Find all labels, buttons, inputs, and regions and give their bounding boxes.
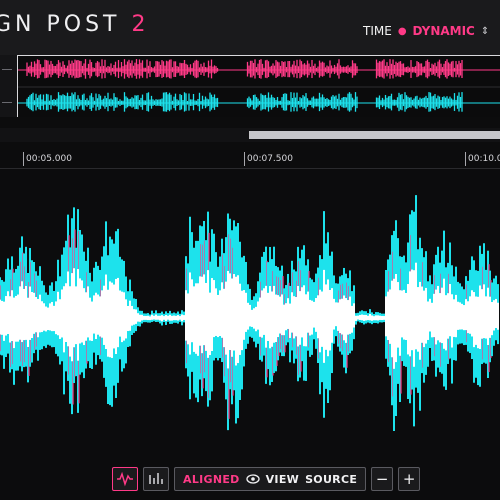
spectral-view-button[interactable] <box>143 467 169 491</box>
ruler-tick <box>23 152 24 166</box>
overview-panel[interactable] <box>17 55 500 117</box>
bars-icon <box>149 473 163 484</box>
main-waveform[interactable] <box>0 168 500 458</box>
track-marker <box>2 69 12 70</box>
app-title-main: GN POST <box>0 12 121 37</box>
waveform-view-button[interactable] <box>112 467 138 491</box>
bottom-toolbar: ALIGNED VIEW SOURCE − + <box>112 466 421 492</box>
ruler-tick <box>244 152 245 166</box>
source-label[interactable]: SOURCE <box>305 472 358 486</box>
view-label[interactable]: VIEW <box>265 472 300 486</box>
time-ruler: 00:05.000 00:07.500 00:10.0 <box>0 150 500 169</box>
mode-selector[interactable]: TIME ● DYNAMIC ⇕ C <box>363 24 500 38</box>
ruler-label: 00:05.000 <box>26 154 72 164</box>
ruler-label: 00:07.500 <box>247 154 293 164</box>
ruler-tick <box>465 152 466 166</box>
zoom-out-button[interactable]: − <box>371 467 394 491</box>
waveform-icon <box>117 471 133 487</box>
app-title-number: 2 <box>131 12 150 37</box>
aligned-label[interactable]: ALIGNED <box>183 472 240 486</box>
track-marker <box>2 102 12 103</box>
mode-dot-icon: ● <box>397 25 407 37</box>
time-mode-label[interactable]: TIME <box>363 24 392 38</box>
minus-icon: − <box>375 470 389 488</box>
app-title: GN POST 2 <box>0 12 149 37</box>
chevron-updown-icon[interactable]: ⇕ <box>480 25 490 37</box>
app-header <box>0 0 500 55</box>
dynamic-mode-label[interactable]: DYNAMIC <box>412 24 475 38</box>
overview-track-gutter <box>0 55 17 117</box>
zoom-in-button[interactable]: + <box>398 467 421 491</box>
eye-icon <box>245 474 260 484</box>
scroll-thumb[interactable] <box>249 131 500 139</box>
view-mode-group[interactable]: ALIGNED VIEW SOURCE <box>174 467 367 491</box>
ruler-label: 00:10.0 <box>468 154 500 164</box>
plus-icon: + <box>402 470 416 488</box>
overview-waveforms <box>18 59 500 112</box>
